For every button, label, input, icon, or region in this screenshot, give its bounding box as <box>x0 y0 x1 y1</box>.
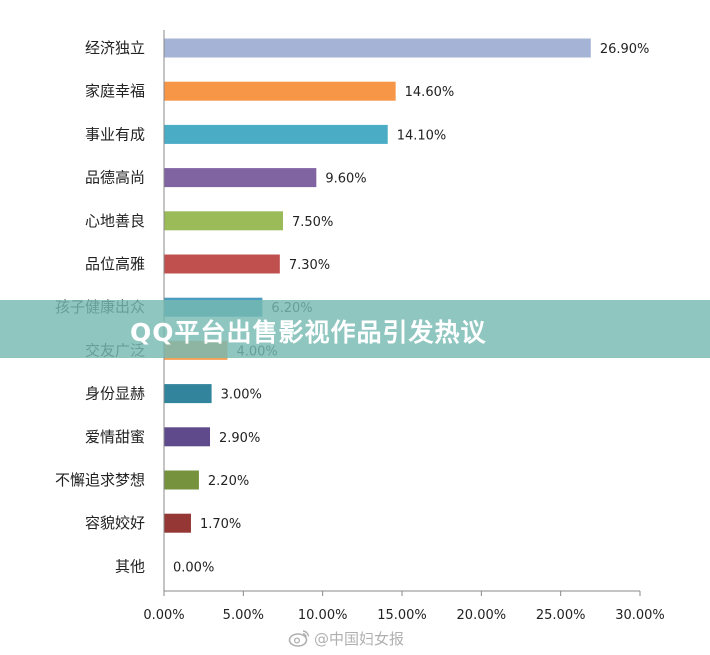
category-label: 品位高雅 <box>85 255 145 273</box>
bar <box>164 513 191 533</box>
data-label: 7.50% <box>292 215 333 230</box>
bar <box>164 470 199 490</box>
bar <box>164 124 388 144</box>
category-label: 其他 <box>115 557 145 575</box>
weibo-icon <box>288 630 310 647</box>
x-tick-label: 20.00% <box>457 608 507 623</box>
category-label: 经济独立 <box>85 39 145 57</box>
x-tick-label: 0.00% <box>143 608 184 623</box>
category-label: 爱情甜蜜 <box>85 428 145 446</box>
data-label: 1.70% <box>200 517 241 532</box>
data-label: 2.20% <box>208 474 249 489</box>
category-label: 品德高尚 <box>85 169 145 187</box>
data-label: 9.60% <box>325 172 366 187</box>
bar <box>164 427 211 447</box>
value-labels: 26.90%14.60%14.10%9.60%7.50%7.30%6.20%4.… <box>173 42 649 575</box>
bar <box>164 38 591 58</box>
bars-layer <box>164 38 591 533</box>
bar <box>164 384 212 404</box>
x-tick-label: 5.00% <box>223 608 264 623</box>
category-label: 家庭幸福 <box>85 82 145 100</box>
category-label: 事业有成 <box>85 125 145 143</box>
bar <box>164 81 396 101</box>
data-label: 2.90% <box>219 431 260 446</box>
x-tick-label: 15.00% <box>377 608 427 623</box>
headline-title: QQ平台出售影视作品引发热议 <box>130 318 487 347</box>
bar <box>164 211 283 231</box>
data-label: 0.00% <box>173 560 214 575</box>
headline-banner: QQ平台出售影视作品引发热议 <box>0 300 710 358</box>
category-label: 心地善良 <box>85 212 145 230</box>
category-label: 容貌姣好 <box>85 514 145 532</box>
category-label: 身份显赫 <box>85 385 145 403</box>
data-label: 14.10% <box>397 128 447 143</box>
data-label: 7.30% <box>289 258 330 273</box>
x-tick-label: 25.00% <box>536 608 586 623</box>
bar <box>164 168 317 188</box>
data-label: 3.00% <box>221 388 262 403</box>
data-label: 26.90% <box>600 42 650 57</box>
watermark-text: @中国妇女报 <box>314 629 405 648</box>
watermark: @中国妇女报 <box>288 626 404 650</box>
data-label: 14.60% <box>405 85 455 100</box>
x-tick-label: 30.00% <box>615 608 665 623</box>
category-label: 不懈追求梦想 <box>55 471 145 489</box>
x-axis: 0.00% 5.00% 10.00% 15.00% 20.00% 25.00% 30.00% <box>143 30 665 623</box>
x-tick-label: 10.00% <box>298 608 348 623</box>
bar <box>164 254 280 274</box>
